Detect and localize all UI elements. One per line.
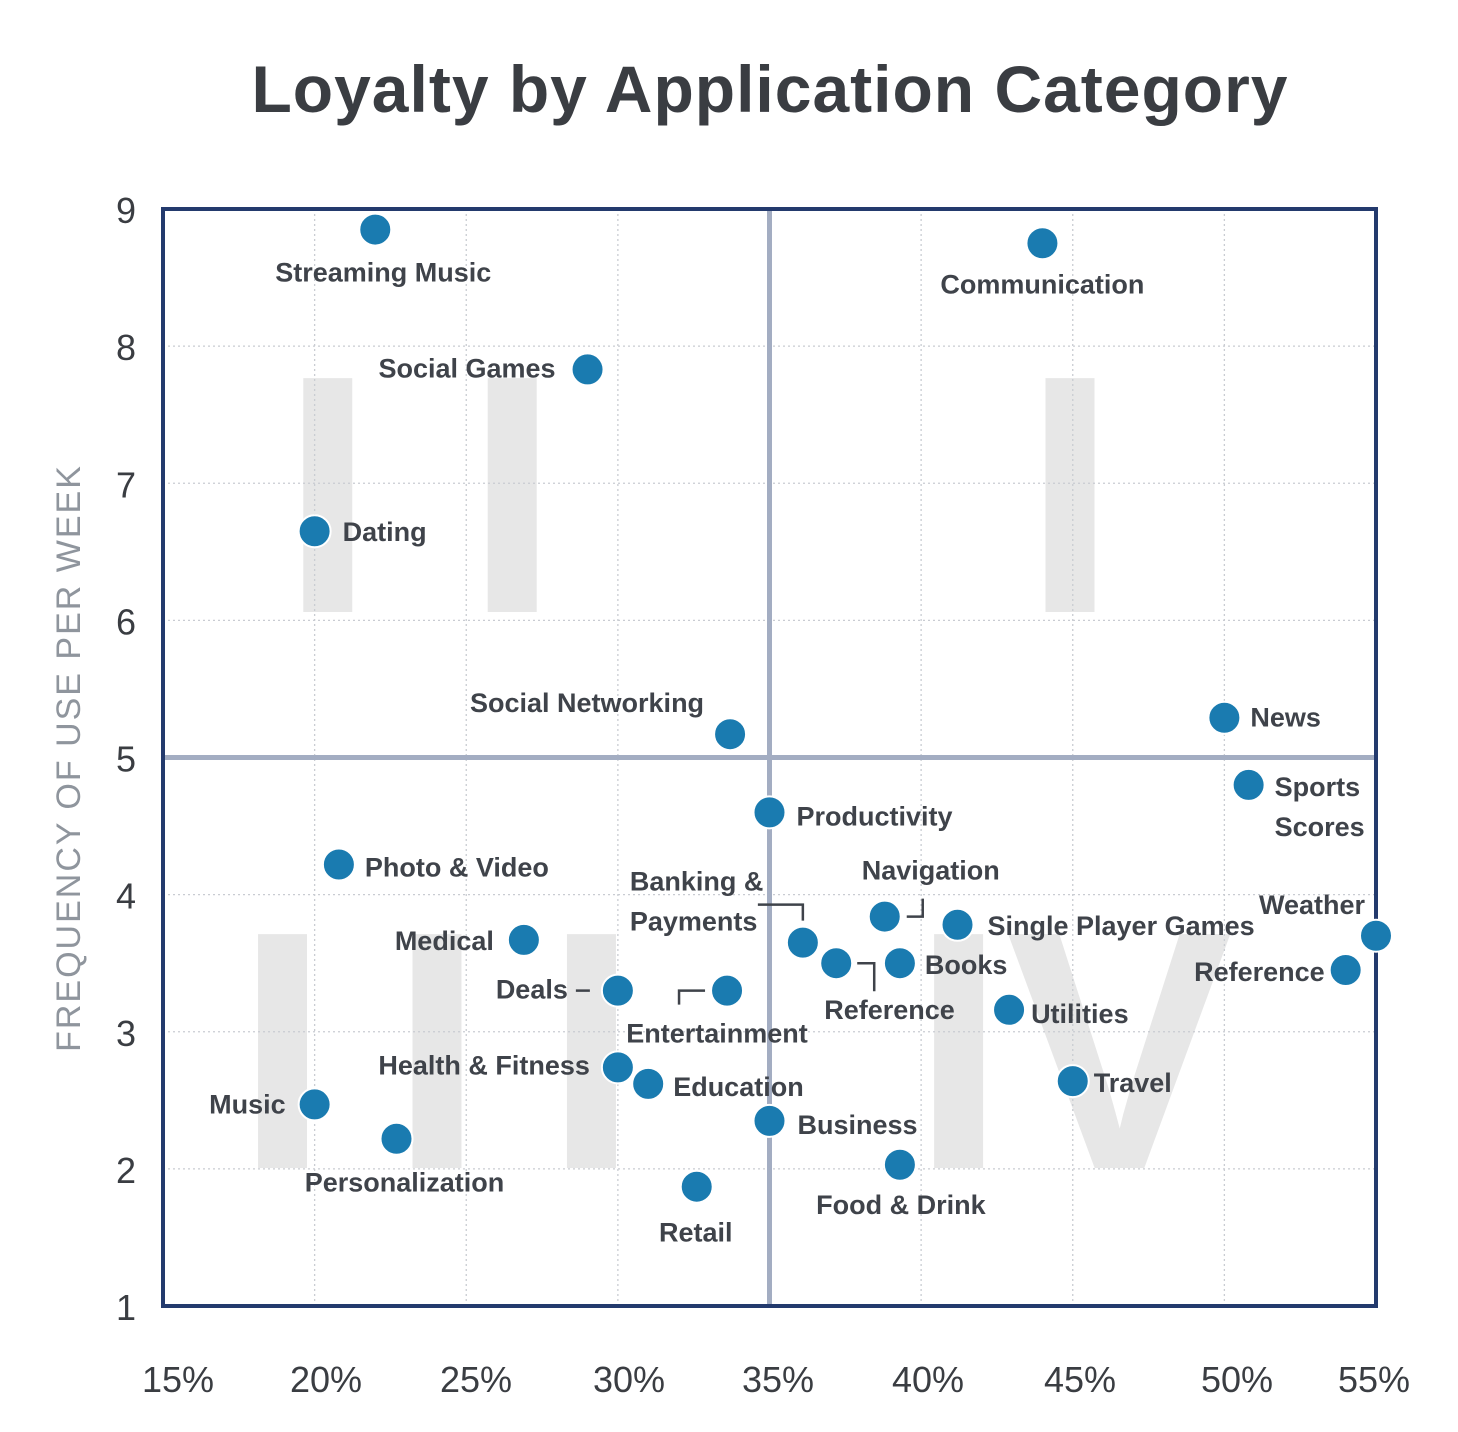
quadrant-label-3: III <box>235 861 698 1241</box>
point-label: Reference <box>1194 957 1325 987</box>
data-point <box>710 973 745 1008</box>
point-label: Travel <box>1094 1068 1172 1098</box>
data-point <box>752 1103 787 1138</box>
data-point <box>882 1147 917 1182</box>
point-label: Banking & Payments <box>630 867 764 937</box>
label-connector <box>906 898 924 918</box>
point-label: Utilities <box>1031 999 1129 1029</box>
point-label: Medical <box>395 926 494 956</box>
y-tick-label: 3 <box>116 1013 136 1054</box>
point-labels: Streaming Music Communication Social Games… <box>209 258 1365 1248</box>
data-point <box>819 946 854 981</box>
data-point <box>1207 700 1242 735</box>
label-connector <box>677 989 706 1005</box>
y-tick-label: 2 <box>116 1150 136 1191</box>
y-axis-label: FREQUENCY OF USE PER WEEK <box>50 464 88 1052</box>
point-label: Business <box>798 1110 918 1140</box>
data-point <box>1231 767 1266 802</box>
point-label: Social Networking <box>470 688 704 718</box>
point-label: Productivity <box>797 801 953 831</box>
y-tick-label: 8 <box>116 327 136 368</box>
data-point <box>1328 953 1363 988</box>
x-tick-label: 50% <box>1201 1359 1273 1400</box>
quadrant-label-2: II <box>281 305 650 685</box>
x-axis-ticks: 15% 20% 25% 30% 35% 40% 45% 50% 55% <box>142 1359 1410 1400</box>
label-connectors <box>575 898 924 1005</box>
data-point <box>321 847 356 882</box>
x-tick-label: 40% <box>892 1359 964 1400</box>
point-label: News <box>1250 703 1321 733</box>
data-point <box>631 1066 666 1101</box>
point-label: Communication <box>940 269 1144 299</box>
point-label: Personalization <box>305 1168 505 1198</box>
x-tick-label: 30% <box>593 1359 665 1400</box>
chart-title: Loyalty by Application Category <box>251 52 1288 126</box>
data-point <box>785 925 820 960</box>
data-point <box>1359 918 1393 953</box>
y-axis-ticks: 1 2 3 4 5 6 7 8 9 <box>116 190 136 1328</box>
data-point <box>679 1169 714 1204</box>
point-label: Sports Scores <box>1275 772 1365 842</box>
x-tick-label: 35% <box>742 1359 814 1400</box>
point-label: Retail <box>659 1218 733 1248</box>
data-point <box>600 973 635 1008</box>
point-label: Health & Fitness <box>378 1050 590 1080</box>
y-tick-label: 5 <box>116 739 136 780</box>
data-point <box>1025 226 1060 261</box>
y-tick-label: 6 <box>116 601 136 642</box>
data-point <box>882 946 917 981</box>
data-point <box>867 899 902 934</box>
data-points <box>297 212 1393 1204</box>
quadrant-label-1: I <box>1023 305 1117 685</box>
data-point <box>992 992 1027 1027</box>
x-tick-label: 55% <box>1338 1359 1410 1400</box>
data-point <box>570 352 605 387</box>
data-point <box>506 922 541 957</box>
point-label: Deals <box>496 975 568 1005</box>
point-label: Music <box>209 1089 286 1119</box>
plot-frame <box>161 207 1378 1308</box>
data-point <box>358 212 393 247</box>
point-label: Social Games <box>378 353 555 383</box>
point-label: Dating <box>343 517 427 547</box>
label-connector <box>757 903 805 921</box>
x-tick-label: 25% <box>440 1359 512 1400</box>
data-point <box>713 717 748 752</box>
point-label: Photo & Video <box>365 852 549 882</box>
point-label: Books <box>925 950 1008 980</box>
y-tick-label: 9 <box>116 190 136 231</box>
data-point <box>940 907 975 942</box>
data-point <box>297 514 332 549</box>
label-connector <box>857 961 876 992</box>
point-label: Entertainment <box>626 1019 808 1049</box>
data-point <box>1055 1064 1090 1099</box>
point-label: Reference <box>824 995 955 1025</box>
point-label: Food & Drink <box>816 1190 986 1220</box>
data-point <box>379 1121 414 1156</box>
y-tick-label: 4 <box>116 876 136 917</box>
point-label: Single Player Games <box>988 911 1255 941</box>
data-point <box>297 1087 332 1122</box>
point-label: Streaming Music <box>275 258 491 288</box>
point-label: Weather <box>1259 890 1366 920</box>
y-tick-label: 1 <box>116 1287 136 1328</box>
data-point <box>600 1050 635 1085</box>
point-label: Navigation <box>862 856 1000 886</box>
y-tick-label: 7 <box>116 464 136 505</box>
data-point <box>752 795 787 830</box>
point-label: Education <box>673 1072 804 1102</box>
x-tick-label: 45% <box>1044 1359 1116 1400</box>
x-tick-label: 15% <box>142 1359 214 1400</box>
x-tick-label: 20% <box>290 1359 362 1400</box>
